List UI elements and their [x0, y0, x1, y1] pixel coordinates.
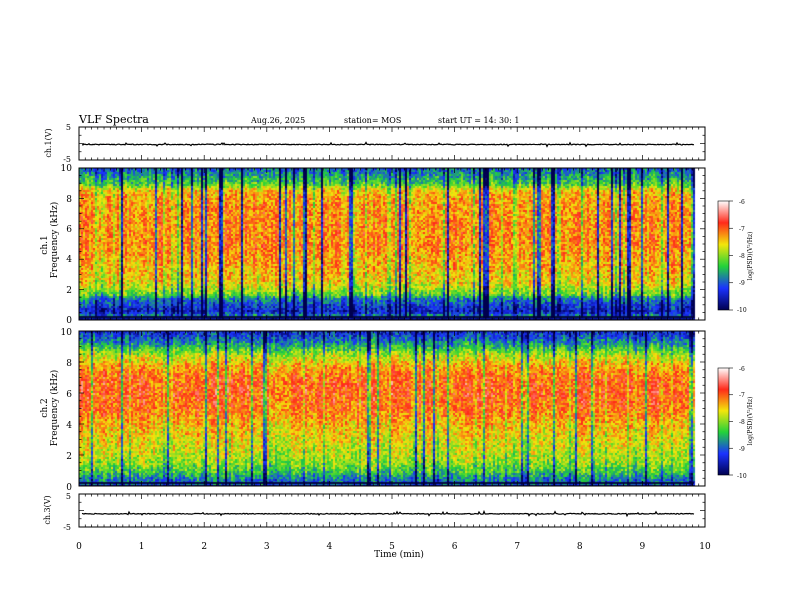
ch3-ytick-bottom: -5 — [63, 523, 71, 532]
ch1-spectrogram-ticks — [78, 167, 706, 321]
ch1-spectrogram-panel: 0 2 4 6 8 10 ch.1 Frequency (kHz) — [40, 164, 706, 326]
ch2-ytick-8: 8 — [66, 359, 72, 369]
xtick-label-7: 7 — [514, 542, 520, 552]
xtick-label-9: 9 — [640, 542, 646, 552]
ch1-ytick-10: 10 — [61, 164, 73, 174]
figure-title: VLF Spectra — [78, 113, 149, 126]
ch1-waveform-trace — [81, 141, 695, 148]
xtick-label-3: 3 — [264, 542, 270, 552]
ch1-waveform-ticks — [78, 126, 706, 161]
xtick-label-4: 4 — [327, 542, 333, 552]
recording-date: Aug.26, 2025 — [250, 116, 305, 125]
ch2-colorbar-ticks — [729, 367, 733, 476]
ch1-ytick-0: 0 — [66, 316, 72, 326]
ch2-frequency-label: Frequency (kHz) — [49, 370, 60, 447]
ch2-ytick-10: 10 — [61, 328, 73, 338]
spec1-raster — [79, 168, 705, 320]
ch1-ytick-bottom: -5 — [63, 155, 71, 164]
xtick-label-8: 8 — [577, 542, 583, 552]
ch2-ytick-2: 2 — [66, 452, 72, 462]
cb1-tick--10: -10 — [737, 307, 747, 314]
ch1-colorbar: -6 -7 -8 -9 -10 log(PSD)(V²/Hz) — [717, 199, 754, 314]
ch3-waveform-frame — [78, 493, 706, 528]
ch1-colorbar-gradient — [717, 200, 730, 311]
ch3-ytick-top: 5 — [66, 492, 71, 501]
ch2-colorbar: -6 -7 -8 -9 -10 log(PSD)(V²/Hz) — [717, 366, 754, 480]
spec2-raster — [79, 331, 705, 486]
ch1-ytick-8: 8 — [66, 195, 72, 205]
time-axis-tick-labels: 0 1 2 3 4 5 6 7 8 9 10 — [76, 542, 711, 552]
ch3-waveform-ylabel: ch.3(V) — [43, 495, 52, 524]
ch2-spectrogram-image — [79, 331, 705, 486]
xtick-label-2: 2 — [201, 542, 207, 552]
time-axis-label: Time (min) — [374, 549, 424, 560]
station-label: station= MOS — [344, 116, 401, 125]
ch3-waveform-panel: 5 -5 ch.3(V) 0 1 2 3 4 5 6 7 8 9 10 Time… — [43, 492, 711, 560]
ch2-ytick-0: 0 — [66, 483, 72, 493]
ch1-waveform-frame — [78, 126, 706, 161]
ch2-spectrogram-panel: 0 2 4 6 8 10 ch.2 Frequency (kHz) — [40, 328, 706, 493]
ch1-spectrogram-yticks: 0 2 4 6 8 10 — [61, 164, 73, 326]
ch1-trace-line — [81, 141, 695, 148]
cb1-tick--9: -9 — [739, 280, 745, 287]
xtick-label-10: 10 — [699, 542, 711, 552]
cb2-tick--8: -8 — [739, 419, 745, 426]
xtick-label-1: 1 — [139, 542, 145, 552]
ch1-ytick-6: 6 — [66, 225, 72, 235]
ch2-spectrogram-yticks: 0 2 4 6 8 10 — [61, 328, 73, 493]
cb2-label: log(PSD)(V²/Hz) — [747, 397, 754, 446]
ch1-colorbar-ticks — [729, 200, 733, 311]
cb1-label: log(PSD)(V²/Hz) — [747, 232, 754, 281]
ch1-channel-label: ch.1 — [40, 235, 50, 254]
cb2-tick--7: -7 — [739, 392, 745, 399]
ch3-waveform-ticks — [78, 493, 706, 528]
cb2-tick--10: -10 — [737, 473, 747, 480]
cb1-tick--6: -6 — [739, 199, 745, 206]
ch2-ytick-6: 6 — [66, 390, 72, 400]
cb1-tick--8: -8 — [739, 253, 745, 260]
ch1-waveform-panel: 5 -5 ch.1(V) — [44, 123, 706, 164]
cb1-tick--7: -7 — [739, 226, 745, 233]
ch2-ytick-4: 4 — [66, 421, 72, 431]
ch1-frequency-label: Frequency (kHz) — [49, 202, 60, 279]
ch1-ytick-2: 2 — [66, 286, 72, 296]
xtick-label-5: 5 — [389, 542, 395, 552]
ch3-waveform-trace — [81, 509, 695, 518]
cb2-tick--9: -9 — [739, 446, 745, 453]
xtick-label-0: 0 — [76, 542, 82, 552]
cb2-tick--6: -6 — [739, 366, 745, 373]
ch1-waveform-ylabel: ch.1(V) — [44, 128, 53, 157]
ch2-spectrogram-ticks — [78, 330, 706, 487]
xtick-label-6: 6 — [452, 542, 458, 552]
ch3-trace-line — [81, 509, 695, 518]
ch2-channel-label: ch.2 — [40, 398, 50, 417]
ch1-spectrogram-image — [79, 168, 705, 320]
ch1-ytick-4: 4 — [66, 255, 72, 265]
ch2-colorbar-gradient — [717, 367, 730, 476]
start-time-label: start UT = 14: 30: 1 — [438, 116, 519, 125]
ch1-ytick-top: 5 — [66, 123, 71, 132]
